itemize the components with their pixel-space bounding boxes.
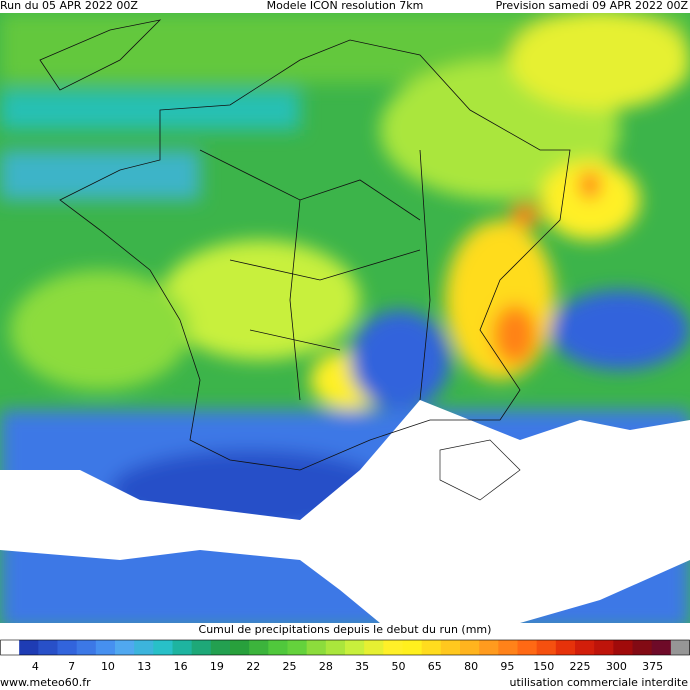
tick-label: 7 <box>68 660 75 673</box>
color-swatch <box>383 640 403 655</box>
color-swatch <box>555 640 576 655</box>
tick-label: 65 <box>428 660 442 673</box>
color-swatch <box>306 640 327 655</box>
site-label: www.meteo60.fr <box>0 676 91 689</box>
color-swatch <box>325 640 346 655</box>
tick-label: 375 <box>642 660 663 673</box>
precipitation-map <box>0 13 690 623</box>
color-swatch <box>191 640 212 655</box>
color-swatch <box>594 640 614 655</box>
color-bar <box>0 639 690 656</box>
color-swatch <box>670 640 690 655</box>
tick-label: 225 <box>570 660 591 673</box>
color-swatch <box>575 640 595 655</box>
color-swatch <box>651 640 672 655</box>
color-swatch <box>57 640 78 655</box>
legend-title: Cumul de precipitations depuis le debut … <box>199 623 492 636</box>
color-swatch <box>345 640 365 655</box>
color-swatch <box>249 640 269 655</box>
color-swatch <box>460 640 480 655</box>
tick-label: 19 <box>210 660 224 673</box>
color-swatch <box>19 640 39 655</box>
color-swatch <box>364 640 384 655</box>
tick-label: 4 <box>32 660 39 673</box>
color-swatch <box>115 640 135 655</box>
tick-label: 95 <box>500 660 514 673</box>
color-swatch <box>95 640 116 655</box>
color-bar-ticks: 4 7 10 13 16 19 22 25 28 35 50 65 80 95 150 225 300 375 <box>32 660 663 673</box>
tick-label: 28 <box>319 660 333 673</box>
color-swatch <box>76 640 97 655</box>
color-swatch <box>536 640 557 655</box>
color-swatch <box>153 640 173 655</box>
tick-label: 35 <box>355 660 369 673</box>
run-label: Run du 05 APR 2022 00Z <box>0 0 138 12</box>
color-swatch <box>517 640 538 655</box>
tick-label: 16 <box>174 660 188 673</box>
tick-label: 22 <box>246 660 260 673</box>
tick-label: 50 <box>391 660 405 673</box>
color-swatch <box>440 640 461 655</box>
model-label: Modele ICON resolution 7km <box>267 0 424 12</box>
tick-label: 150 <box>533 660 554 673</box>
tick-label: 13 <box>137 660 151 673</box>
color-swatch <box>172 640 193 655</box>
color-swatch <box>498 640 518 655</box>
color-swatch <box>268 640 288 655</box>
tick-label: 25 <box>283 660 297 673</box>
color-swatch <box>402 640 423 655</box>
forecast-label: Prevision samedi 09 APR 2022 00Z <box>496 0 689 12</box>
color-swatch <box>210 640 231 655</box>
color-swatch <box>134 640 154 655</box>
tick-label: 80 <box>464 660 478 673</box>
notice-label: utilisation commerciale interdite <box>510 676 689 689</box>
color-swatch <box>287 640 308 655</box>
color-swatch <box>421 640 442 655</box>
tick-label: 10 <box>101 660 115 673</box>
tick-label: 300 <box>606 660 627 673</box>
color-swatch <box>632 640 653 655</box>
color-swatch <box>38 640 58 655</box>
color-swatch <box>230 640 250 655</box>
color-swatch <box>479 640 499 655</box>
color-swatch <box>613 640 633 655</box>
color-swatch <box>0 640 20 655</box>
